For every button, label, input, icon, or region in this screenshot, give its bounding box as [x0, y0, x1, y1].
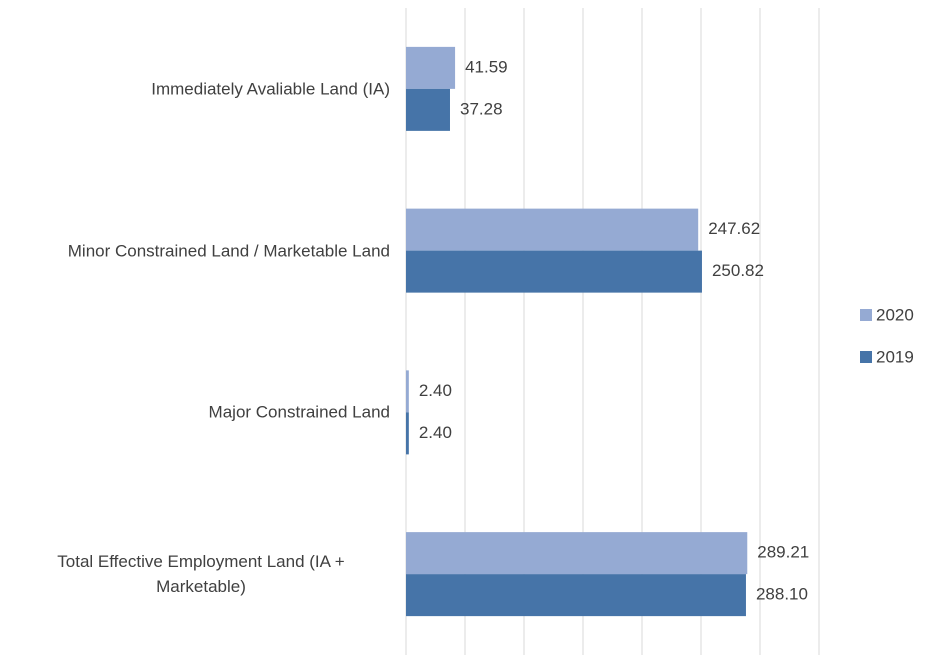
value-label: 2.40	[419, 423, 452, 442]
value-label: 289.21	[757, 543, 809, 562]
value-label: 2.40	[419, 381, 452, 400]
legend-label: 2019	[876, 347, 914, 366]
legend-swatch	[860, 351, 872, 363]
legend-swatch	[860, 309, 872, 321]
bar	[406, 370, 409, 413]
category-label: Total Effective Employment Land (IA + Ma…	[0, 549, 390, 599]
value-label: 247.62	[708, 219, 760, 238]
category-label: Immediately Avaliable Land (IA)	[0, 76, 390, 101]
value-label: 41.59	[465, 57, 508, 76]
bar	[406, 46, 456, 89]
bar	[406, 532, 748, 575]
value-label: 288.10	[756, 585, 808, 604]
category-text: Total Effective Employment Land (IA + Ma…	[57, 552, 345, 597]
category-label: Major Constrained Land	[0, 400, 390, 425]
legend-label: 2020	[876, 305, 914, 324]
bar	[406, 412, 409, 455]
bar	[406, 208, 699, 251]
category-text: Minor Constrained Land / Marketable Land	[67, 241, 390, 261]
bar	[406, 574, 746, 617]
bar	[406, 88, 450, 131]
category-label: Minor Constrained Land / Marketable Land	[0, 238, 390, 263]
category-text: Immediately Avaliable Land (IA)	[151, 79, 390, 99]
value-label: 37.28	[460, 99, 503, 118]
value-label: 250.82	[712, 261, 764, 280]
bar	[406, 250, 702, 293]
category-text: Major Constrained Land	[208, 402, 390, 422]
